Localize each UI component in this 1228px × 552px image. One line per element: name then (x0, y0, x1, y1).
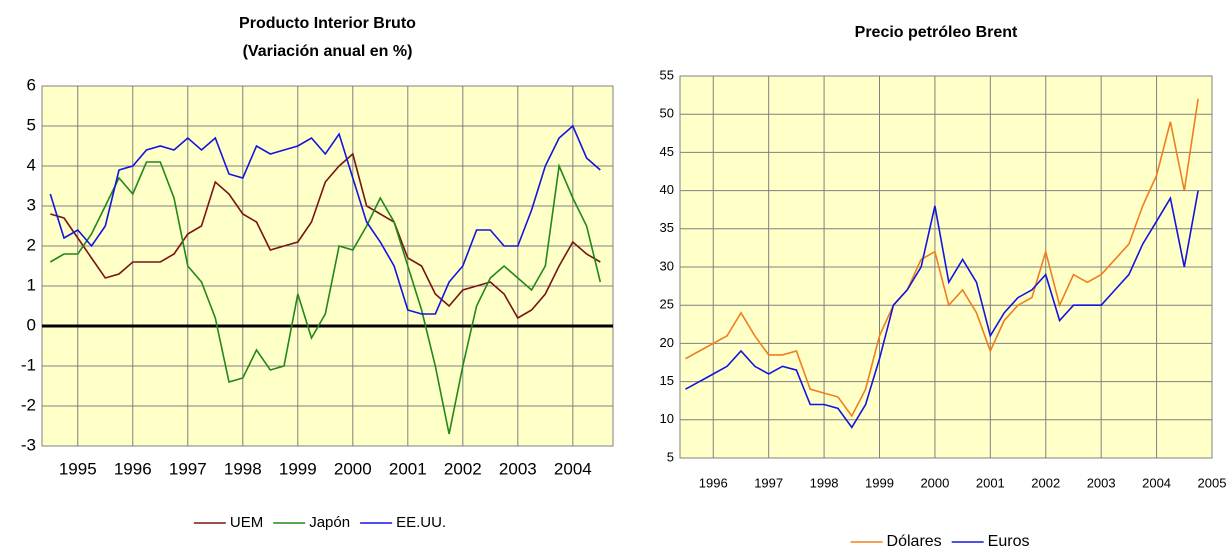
y-tick-label: 55 (660, 67, 674, 82)
x-tick-label: 2001 (976, 475, 1005, 490)
x-tick-label: 1996 (699, 475, 728, 490)
y-tick-label: 3 (27, 195, 36, 214)
chart-title: Producto Interior Bruto (239, 15, 416, 32)
legend-label: UEM (230, 514, 263, 531)
x-tick-label: 1999 (279, 459, 317, 478)
y-tick-label: 35 (660, 220, 674, 235)
x-tick-label: 2002 (1031, 475, 1060, 490)
y-tick-label: 1 (27, 275, 36, 294)
x-tick-label: 1995 (59, 459, 97, 478)
x-tick-label: 2001 (389, 459, 427, 478)
y-tick-label: 20 (660, 335, 674, 350)
y-tick-label: 4 (27, 155, 36, 174)
x-tick-label: 2000 (920, 475, 949, 490)
chart-title: Precio petróleo Brent (855, 24, 1018, 41)
y-tick-label: 30 (660, 258, 674, 273)
x-tick-label: 1997 (754, 475, 783, 490)
x-tick-label: 2003 (499, 459, 537, 478)
x-tick-label: 1996 (114, 459, 152, 478)
y-tick-label: 45 (660, 144, 674, 159)
x-tick-label: 2004 (1142, 475, 1171, 490)
y-tick-label: 5 (667, 449, 674, 464)
series-line (685, 190, 1199, 429)
y-tick-label: 6 (27, 75, 36, 94)
series-line (49, 124, 601, 315)
y-tick-label: 2 (27, 235, 36, 254)
y-tick-label: 15 (660, 373, 674, 388)
x-tick-label: 1999 (865, 475, 894, 490)
chart: Producto Interior Bruto (Variación anual … (21, 15, 614, 531)
series-line (49, 161, 602, 435)
x-tick-label: 1997 (169, 459, 207, 478)
series-line (685, 98, 1199, 418)
y-tick-label: 40 (660, 182, 674, 197)
y-tick-label: -1 (21, 355, 36, 374)
y-tick-label: 10 (660, 411, 674, 426)
chart: Precio petróleo Brent 5 10 15 20 25 30 35 40 45 50… (660, 24, 1227, 550)
y-tick-label: -3 (21, 435, 36, 454)
legend-label: Euros (988, 533, 1030, 550)
legend-label: Dólares (887, 533, 942, 550)
x-tick-label: 2003 (1087, 475, 1116, 490)
legend-label: Japón (309, 514, 350, 531)
x-tick-label: 2005 (1198, 475, 1227, 490)
series-line (50, 152, 601, 320)
x-tick-label: 2000 (334, 459, 372, 478)
x-tick-label: 2004 (554, 459, 592, 478)
x-tick-label: 2002 (444, 459, 482, 478)
y-tick-label: 50 (660, 106, 674, 121)
y-tick-label: 25 (660, 297, 674, 312)
x-tick-label: 1998 (224, 459, 262, 478)
y-tick-label: -2 (21, 395, 36, 414)
chart-subtitle: (Variación anual en %) (243, 43, 413, 60)
y-tick-label: 5 (27, 115, 36, 134)
y-tick-label: 0 (27, 315, 36, 334)
x-tick-label: 1998 (810, 475, 839, 490)
legend-label: EE.UU. (396, 514, 446, 531)
